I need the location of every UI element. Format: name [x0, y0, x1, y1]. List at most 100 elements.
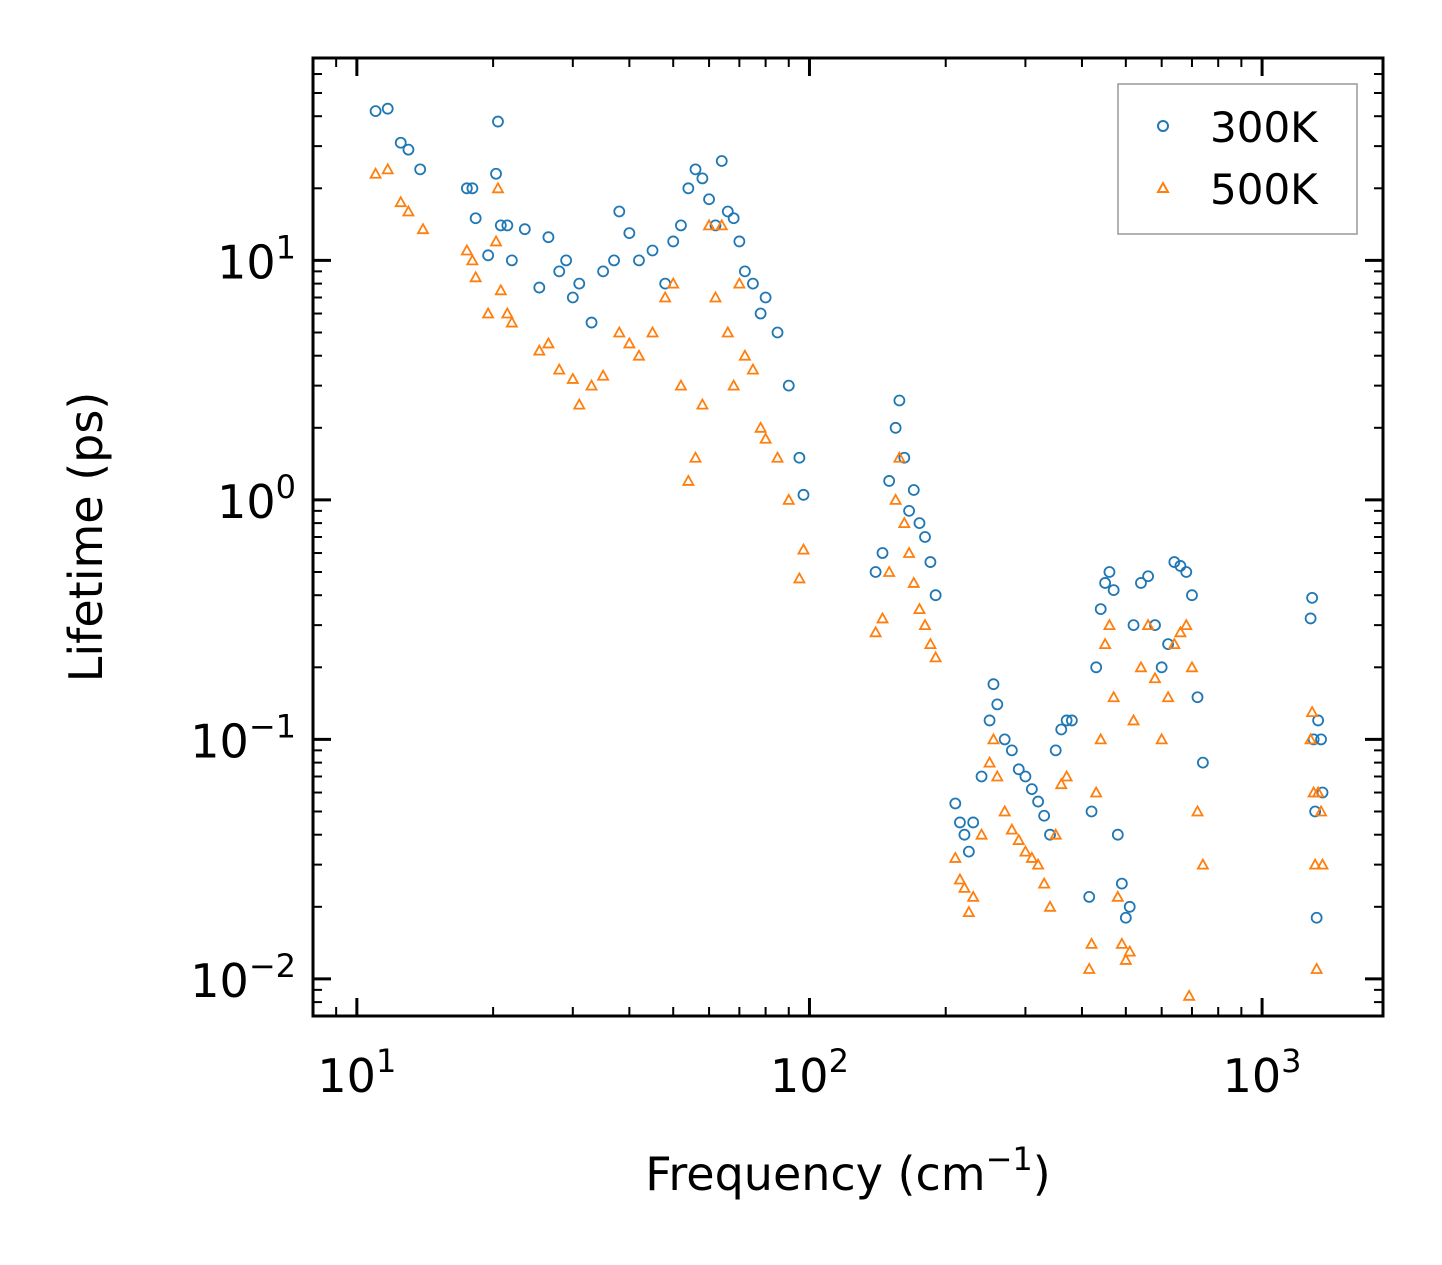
data-point-300k: [560, 254, 573, 267]
data-point-300k: [738, 265, 751, 278]
data-point-500k: [674, 378, 688, 391]
data-point-300k: [893, 394, 906, 407]
data-point-300k: [1316, 786, 1329, 799]
data-point-300k: [1103, 566, 1116, 578]
data-point-500k: [1155, 732, 1169, 745]
data-point-300k: [689, 163, 702, 176]
data-point-500k: [721, 325, 735, 338]
data-point-300k: [1127, 619, 1140, 632]
data-point-500k: [953, 872, 967, 885]
data-point-300k: [460, 182, 473, 195]
data-point-300k: [771, 326, 784, 339]
data-point-300k: [903, 504, 915, 517]
data-point-500k: [738, 348, 752, 361]
data-point-500k: [460, 243, 474, 256]
data-point-500k: [566, 372, 580, 384]
major-ticks: [313, 58, 1383, 1016]
data-point-300k: [402, 143, 415, 156]
data-point-500k: [782, 493, 796, 505]
data-point-300k: [1191, 691, 1204, 704]
data-point-500k: [1049, 827, 1063, 840]
data-point-500k: [792, 571, 806, 584]
data-point-300k: [924, 556, 937, 568]
data-point-500k: [957, 880, 971, 893]
data-point-300k: [759, 291, 772, 304]
data-point-500k: [1127, 713, 1141, 726]
data-point-500k: [1012, 833, 1026, 845]
data-point-500k: [1179, 618, 1193, 631]
data-point-300k: [1025, 783, 1038, 796]
data-point-500k: [1060, 769, 1074, 782]
data-point-500k: [966, 890, 980, 902]
data-point-300k: [1306, 591, 1319, 604]
data-point-500k: [1111, 890, 1125, 902]
data-point-500k: [1308, 857, 1322, 870]
data-point-500k: [416, 222, 430, 235]
data-point-500k: [1005, 822, 1019, 835]
data-point-300k: [1060, 714, 1073, 727]
data-point-300k: [501, 219, 514, 232]
data-point-300k: [682, 182, 695, 195]
data-point-300k: [1115, 877, 1128, 890]
data-point-300k: [967, 816, 980, 829]
data-point-500k: [612, 325, 626, 338]
legend-marker-500k: [1156, 180, 1170, 193]
data-point-500k: [754, 420, 768, 433]
data-point-500k: [500, 306, 514, 319]
data-point-300k: [715, 155, 728, 167]
data-point-300k: [1094, 603, 1107, 615]
data-point-500k: [708, 290, 723, 303]
data-point-300k: [883, 475, 896, 487]
data-point-300k: [573, 277, 586, 290]
data-point-500k: [532, 343, 546, 356]
data-point-300k: [1174, 560, 1187, 572]
data-point-300k: [709, 219, 722, 232]
data-point-300k: [394, 136, 407, 149]
data-point-300k: [1090, 661, 1103, 674]
data-point-500k: [645, 325, 660, 338]
data-point-500k: [918, 618, 932, 631]
data-point-500k: [929, 650, 943, 663]
data-point-300k: [898, 451, 911, 464]
data-point-300k: [913, 517, 926, 530]
data-point-500k: [1107, 690, 1121, 703]
data-point-500k: [658, 290, 672, 303]
data-point-500k: [695, 397, 709, 410]
data-point-300k: [505, 254, 518, 267]
data-point-300k: [1162, 638, 1175, 650]
data-point-500k: [1025, 851, 1039, 863]
data-point-500k: [541, 336, 555, 349]
y-tick-label: 100: [217, 468, 296, 529]
data-point-500k: [572, 397, 586, 410]
data-point-500k: [1119, 953, 1133, 965]
data-point-500k: [491, 181, 505, 194]
data-point-300k: [675, 219, 687, 232]
data-point-500k: [902, 546, 916, 558]
data-point-500k: [632, 348, 646, 361]
data-point-500k: [622, 336, 636, 349]
data-point-300k: [782, 379, 795, 392]
data-point-300k: [1315, 733, 1327, 746]
data-point-300k: [998, 733, 1011, 746]
data-point-500k: [702, 218, 716, 231]
data-point-500k: [875, 611, 890, 624]
data-point-300k: [907, 484, 920, 496]
data-point-500k: [1043, 899, 1057, 912]
data-point-500k: [1123, 944, 1137, 957]
data-point-500k: [469, 270, 483, 283]
data-point-500k: [983, 755, 997, 768]
data-point-300k: [703, 193, 715, 206]
data-point-500k: [1161, 690, 1175, 703]
data-point-500k: [1304, 732, 1318, 745]
data-point-300k: [727, 212, 740, 225]
data-point-300k: [414, 163, 427, 176]
data-point-300k: [754, 307, 767, 320]
x-tick-label: 101: [317, 1042, 396, 1103]
data-point-500k: [1310, 962, 1324, 974]
data-point-500k: [481, 306, 495, 319]
data-point-300k: [597, 265, 610, 278]
data-point-500k: [1148, 671, 1162, 684]
data-point-300k: [369, 105, 382, 118]
data-point-300k: [962, 845, 975, 858]
data-point-300k: [1099, 577, 1112, 589]
